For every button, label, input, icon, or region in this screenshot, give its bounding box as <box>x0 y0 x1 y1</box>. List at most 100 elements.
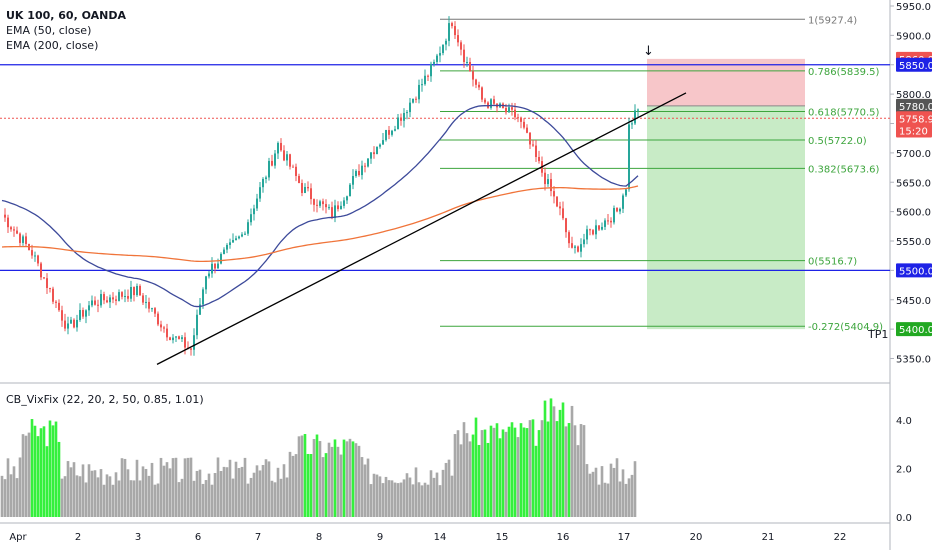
vixfix-bar <box>276 467 280 517</box>
vixfix-bar <box>123 458 127 517</box>
candle <box>391 129 393 137</box>
fib-label: 0.382(5673.6) <box>808 164 880 175</box>
candle <box>301 179 303 197</box>
ema200-legend[interactable]: EMA (200, close) <box>6 39 99 52</box>
candle-body <box>457 35 459 43</box>
candle-body <box>178 336 180 339</box>
candle-body <box>205 276 207 290</box>
candle <box>244 231 246 236</box>
candle-body <box>124 296 126 298</box>
vixfix-bar <box>129 480 133 517</box>
candle <box>295 163 297 182</box>
candle <box>286 151 288 166</box>
vixfix-bar <box>627 478 631 517</box>
vixfix-bar <box>66 461 70 517</box>
vixfix-bar <box>90 470 94 517</box>
vixfix-bar <box>174 457 178 517</box>
price-label: 15:20 <box>899 127 928 138</box>
candle-body <box>154 308 156 314</box>
candle-body <box>181 337 183 339</box>
candle-body <box>508 107 510 113</box>
vixfix-bar <box>15 478 19 517</box>
candle-body <box>604 220 606 227</box>
candle-body <box>601 226 603 230</box>
candle <box>16 226 18 235</box>
candle-body <box>109 297 111 303</box>
ema50-legend[interactable]: EMA (50, close) <box>6 24 92 37</box>
candle <box>517 113 519 123</box>
vixfix-bar <box>195 470 199 517</box>
vixfix-bar <box>405 473 409 517</box>
vixfix-bar <box>270 480 274 517</box>
candle <box>34 251 36 262</box>
candle-body <box>52 288 54 302</box>
candle <box>136 283 138 297</box>
time-tick-label: 9 <box>377 532 383 543</box>
time-tick-label: 15 <box>496 532 509 543</box>
candle <box>529 131 531 149</box>
vixfix-bar <box>72 462 76 517</box>
candle <box>226 243 228 254</box>
candle <box>193 328 195 356</box>
candle-body <box>304 186 306 193</box>
vixfix-bar <box>327 442 331 517</box>
vixfix-bar <box>282 464 286 517</box>
price-label: 5758.9 <box>899 114 932 125</box>
vixfix-legend[interactable]: CB_VixFix (22, 20, 2, 50, 0.85, 1.01) <box>6 393 204 406</box>
vixfix-bar <box>441 469 445 517</box>
vixfix-bar <box>204 480 208 517</box>
vixfix-bar <box>579 424 583 517</box>
vixfix-bar <box>453 434 457 517</box>
price-tick-label: 5950.0 <box>896 2 931 13</box>
candle-body <box>403 112 405 121</box>
candle-body <box>337 205 339 210</box>
candle <box>622 193 624 213</box>
vixfix-bar <box>516 437 520 517</box>
candle-body <box>262 178 264 188</box>
candle-body <box>418 84 420 100</box>
candle <box>556 196 558 208</box>
candle-body <box>34 255 36 257</box>
vixfix-bar <box>141 466 145 517</box>
vixfix-bar <box>417 482 421 517</box>
candle-body <box>391 130 393 135</box>
candle-body <box>388 130 390 135</box>
candle <box>316 199 318 213</box>
vixfix-bar <box>525 428 529 517</box>
candle-body <box>535 145 537 158</box>
candle <box>331 201 333 220</box>
vixfix-bar <box>414 467 418 517</box>
vixfix-bar <box>462 422 466 517</box>
vixfix-bar <box>522 427 526 517</box>
candle-body <box>115 299 117 301</box>
ema200-line <box>1 185 639 263</box>
candle <box>376 146 378 155</box>
candle <box>589 228 591 236</box>
candle-body <box>220 253 222 264</box>
time-tick-label: 14 <box>434 532 447 543</box>
candle-body <box>283 150 285 161</box>
vixfix-bar <box>621 469 625 517</box>
vixfix-bar <box>573 425 577 517</box>
vixfix-bar <box>78 476 82 517</box>
candle-body <box>214 263 216 269</box>
candle-body <box>355 170 357 177</box>
vixfix-bar <box>435 472 439 517</box>
vixfix-bar <box>87 464 91 517</box>
vixfix-bar <box>51 425 55 517</box>
candle-body <box>184 337 186 348</box>
vixfix-bar <box>459 444 463 517</box>
candle <box>46 273 48 294</box>
vixfix-bar <box>84 482 88 517</box>
candle-body <box>322 201 324 205</box>
vixfix-bar <box>354 443 358 517</box>
vixfix-bar <box>126 469 130 517</box>
vixfix-bar <box>504 431 508 517</box>
candle-body <box>559 206 561 209</box>
candle <box>142 292 144 306</box>
vixfix-bar <box>594 467 598 517</box>
candle <box>445 38 447 51</box>
candle-body <box>598 225 600 230</box>
candle-body <box>511 107 513 110</box>
